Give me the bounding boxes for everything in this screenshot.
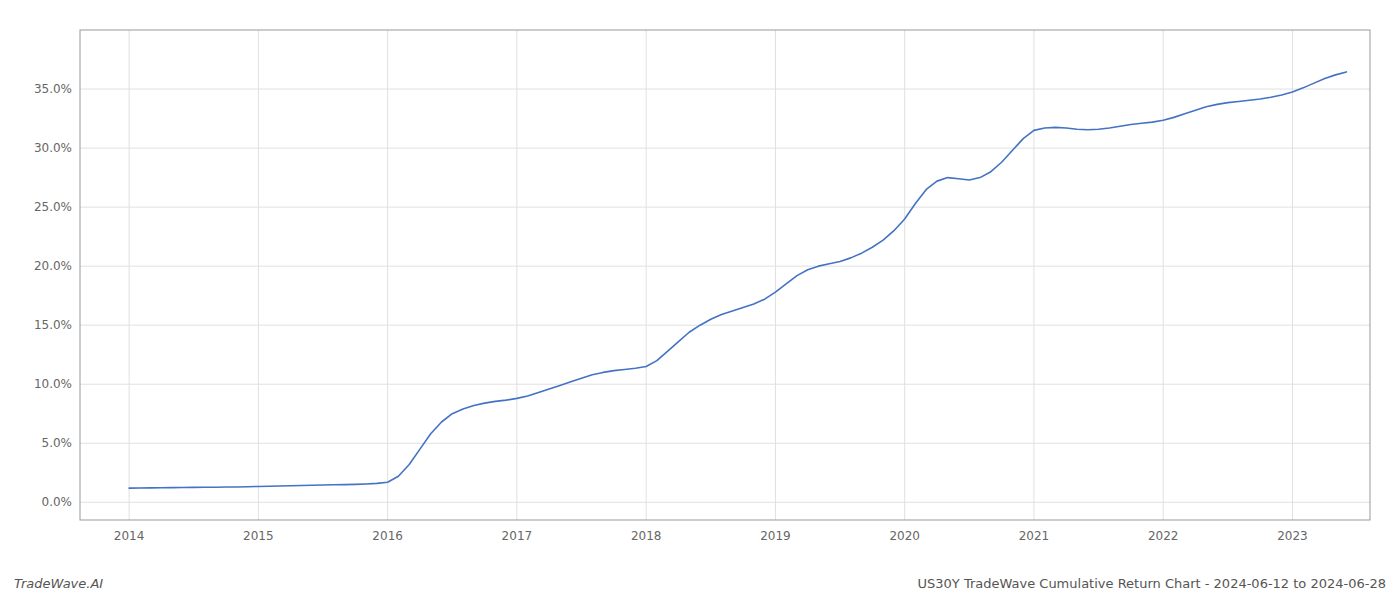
- x-grid-line: [775, 30, 776, 520]
- y-tick-label: 25.0%: [34, 200, 72, 214]
- grid: [80, 30, 1370, 520]
- y-grid-line: [80, 266, 1370, 267]
- y-tick-label: 35.0%: [34, 82, 72, 96]
- x-tick-label: 2015: [243, 529, 274, 543]
- y-tick-label: 15.0%: [34, 318, 72, 332]
- x-tick-label: 2021: [1019, 529, 1050, 543]
- y-grid-line: [80, 384, 1370, 385]
- axes: 0.0% 5.0% 10.0% 15.0% 20.0% 25.0% 30.0% 35.0% 20…: [34, 30, 1370, 543]
- y-tick-label: 30.0%: [34, 141, 72, 155]
- title: US30Y TradeWave Cumulative Return Chart …: [918, 576, 1386, 591]
- y-grid-line: [80, 443, 1370, 444]
- x-tick-label: 2019: [760, 529, 791, 543]
- x-grid-line: [1163, 30, 1164, 520]
- line: [129, 72, 1346, 488]
- series: [129, 72, 1346, 488]
- x-grid-line: [387, 30, 388, 520]
- y-tick-label: 20.0%: [34, 259, 72, 273]
- x-grid-line: [1292, 30, 1293, 520]
- x-tick-label: 2023: [1277, 529, 1308, 543]
- y-grid-line: [80, 148, 1370, 149]
- x-grid-line: [129, 30, 130, 520]
- x-grid-line: [258, 30, 259, 520]
- x-tick-label: 2016: [372, 529, 403, 543]
- y-tick-label: 5.0%: [42, 436, 73, 450]
- x-tick-label: 2018: [631, 529, 662, 543]
- x-tick-label: 2020: [889, 529, 920, 543]
- x-grid-line: [516, 30, 517, 520]
- x-tick-label: 2022: [1148, 529, 1179, 543]
- y-grid-line: [80, 502, 1370, 503]
- y-tick-label: 0.0%: [42, 495, 73, 509]
- chart: 0.0% 5.0% 10.0% 15.0% 20.0% 25.0% 30.0% 35.0% 20…: [0, 0, 1400, 600]
- y-grid-line: [80, 325, 1370, 326]
- y-tick-label: 10.0%: [34, 377, 72, 391]
- watermark: TradeWave.AI: [14, 576, 103, 591]
- x-grid-line: [1033, 30, 1034, 520]
- x-grid-line: [904, 30, 905, 520]
- x-tick-label: 2017: [502, 529, 533, 543]
- y-grid-line: [80, 207, 1370, 208]
- x-tick-label: 2014: [114, 529, 145, 543]
- x-grid-line: [646, 30, 647, 520]
- plot-frame: [80, 30, 1370, 520]
- y-grid-line: [80, 89, 1370, 90]
